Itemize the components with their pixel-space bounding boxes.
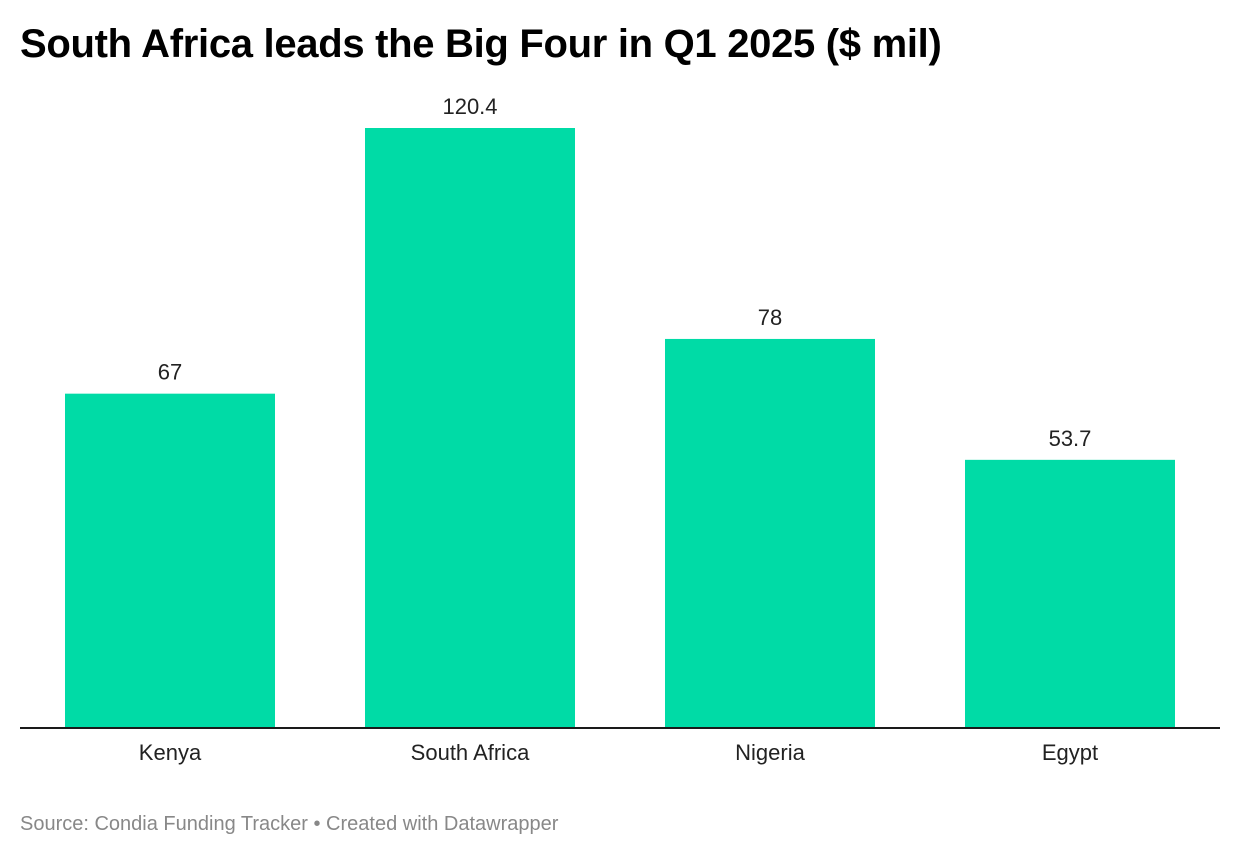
value-label: 120.4	[442, 94, 497, 119]
bar-chart: 67 Kenya 120.4 South Africa 78 Nigeria 53.7 Egy…	[20, 94, 1220, 765]
x-tick-label: South Africa	[411, 740, 530, 765]
bar-nigeria	[665, 338, 875, 727]
bar-kenya	[65, 393, 275, 727]
value-label: 78	[758, 305, 782, 330]
value-label: 53.7	[1049, 426, 1092, 451]
bar-south-africa	[365, 128, 575, 727]
x-tick-label: Kenya	[139, 740, 202, 765]
chart-title: South Africa leads the Big Four in Q1 20…	[20, 22, 942, 66]
x-tick-label: Nigeria	[735, 740, 805, 765]
source-note: Source: Condia Funding Tracker • Created…	[20, 813, 559, 835]
x-tick-label: Egypt	[1042, 740, 1098, 765]
bar-egypt	[965, 459, 1175, 727]
value-label: 67	[158, 360, 182, 385]
